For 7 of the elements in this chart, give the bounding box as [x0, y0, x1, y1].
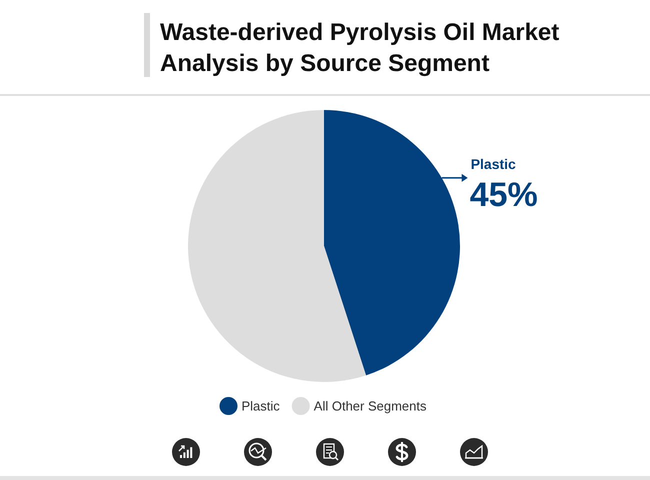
- legend-label: Plastic: [242, 398, 280, 414]
- chart-title: Waste-derived Pyrolysis Oil Market Analysis by Source Segment: [160, 19, 560, 77]
- pie-slice: [188, 110, 366, 382]
- slice-label: Plastic: [470, 156, 516, 172]
- pie-slice: [324, 110, 460, 376]
- data-label: 45%: [470, 176, 538, 214]
- legend-label: All Other Segments: [314, 398, 427, 414]
